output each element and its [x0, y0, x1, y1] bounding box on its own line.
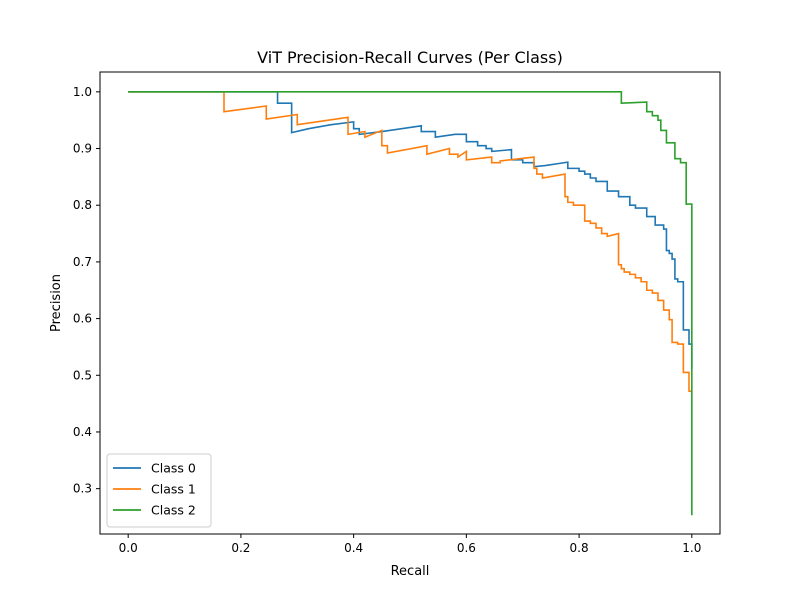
- series-line-class-2: [128, 91, 693, 516]
- y-tick-label: 0.8: [73, 198, 92, 212]
- x-tick-label: 0.0: [119, 541, 138, 555]
- y-tick-label: 0.5: [73, 368, 92, 382]
- x-tick-label: 0.6: [457, 541, 476, 555]
- y-tick-label: 0.7: [73, 255, 92, 269]
- legend-label: Class 1: [151, 482, 196, 497]
- y-axis-label: Precision: [49, 274, 64, 332]
- y-axis: 0.3 0.4 0.5 0.6 0.7 0.8 0.9 1.0: [73, 85, 100, 496]
- plot-frame: [99, 71, 721, 535]
- series-line-class-0: [128, 91, 693, 369]
- x-tick-label: 0.2: [231, 541, 250, 555]
- x-tick-label: 0.4: [344, 541, 363, 555]
- plot-series: [128, 91, 693, 516]
- legend: Class 0 Class 1 Class 2: [106, 453, 212, 528]
- x-tick-label: 0.8: [570, 541, 589, 555]
- legend-box: [106, 453, 212, 528]
- y-tick-label: 0.6: [73, 312, 92, 326]
- legend-label: Class 2: [151, 503, 196, 518]
- series-line-class-1: [128, 91, 692, 392]
- x-tick-label: 1.0: [682, 541, 701, 555]
- y-tick-label: 1.0: [73, 85, 92, 99]
- y-tick-label: 0.3: [73, 482, 92, 496]
- x-axis-label: Recall: [391, 564, 430, 579]
- y-tick-label: 0.9: [73, 142, 92, 156]
- chart-title: ViT Precision-Recall Curves (Per Class): [257, 48, 563, 67]
- y-tick-label: 0.4: [73, 425, 92, 439]
- x-axis: 0.0 0.2 0.4 0.6 0.8 1.0: [119, 534, 701, 555]
- legend-label: Class 0: [151, 461, 196, 476]
